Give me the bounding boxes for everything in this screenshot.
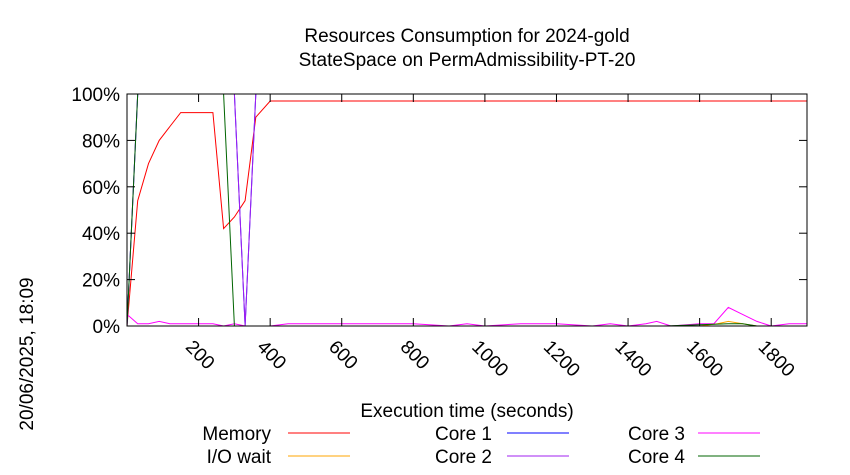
legend-label-core-3: Core 3 xyxy=(628,424,685,445)
x-tick-label: 1800 xyxy=(754,337,799,382)
chart-subtitle: StateSpace on PermAdmissibility-PT-20 xyxy=(299,50,636,71)
legend-label-core-1: Core 1 xyxy=(435,424,492,445)
series-line-core-4 xyxy=(126,93,807,327)
y-tick-label: 0% xyxy=(93,317,121,338)
y-tick-label: 40% xyxy=(82,224,120,245)
series-line-memory xyxy=(126,100,807,327)
legend-label-core-4: Core 4 xyxy=(628,447,685,468)
plot-frame xyxy=(126,93,808,327)
x-tick-label: 200 xyxy=(181,337,218,374)
x-tick-label: 1600 xyxy=(682,337,727,382)
x-axis: 200 400 600 800 1000 1200 1400 1600 1800 xyxy=(181,94,798,381)
legend-label-memory: Memory xyxy=(202,424,271,445)
y-tick-label: 20% xyxy=(82,271,120,292)
plot-area xyxy=(126,93,807,327)
legend-label-i-o-wait: I/O wait xyxy=(207,447,272,468)
legend-label-core-2: Core 2 xyxy=(435,447,492,468)
series-line-core-3 xyxy=(126,306,807,327)
y-tick-label: 100% xyxy=(71,85,120,106)
y-tick-label: 80% xyxy=(82,131,120,152)
y-axis: 0% 20% 40% 60% 80% 100% xyxy=(71,85,807,338)
y-tick-label: 60% xyxy=(82,178,120,199)
x-tick-label: 1200 xyxy=(539,337,584,382)
x-tick-label: 1400 xyxy=(611,337,656,382)
x-tick-label: 400 xyxy=(253,337,290,374)
x-tick-label: 1000 xyxy=(467,337,512,382)
x-axis-label: Execution time (seconds) xyxy=(360,401,573,422)
x-tick-label: 800 xyxy=(396,337,433,374)
timestamp-label: 20/06/2025, 18:09 xyxy=(17,277,38,430)
x-tick-label: 600 xyxy=(324,337,361,374)
chart-title: Resources Consumption for 2024-gold xyxy=(304,26,629,47)
